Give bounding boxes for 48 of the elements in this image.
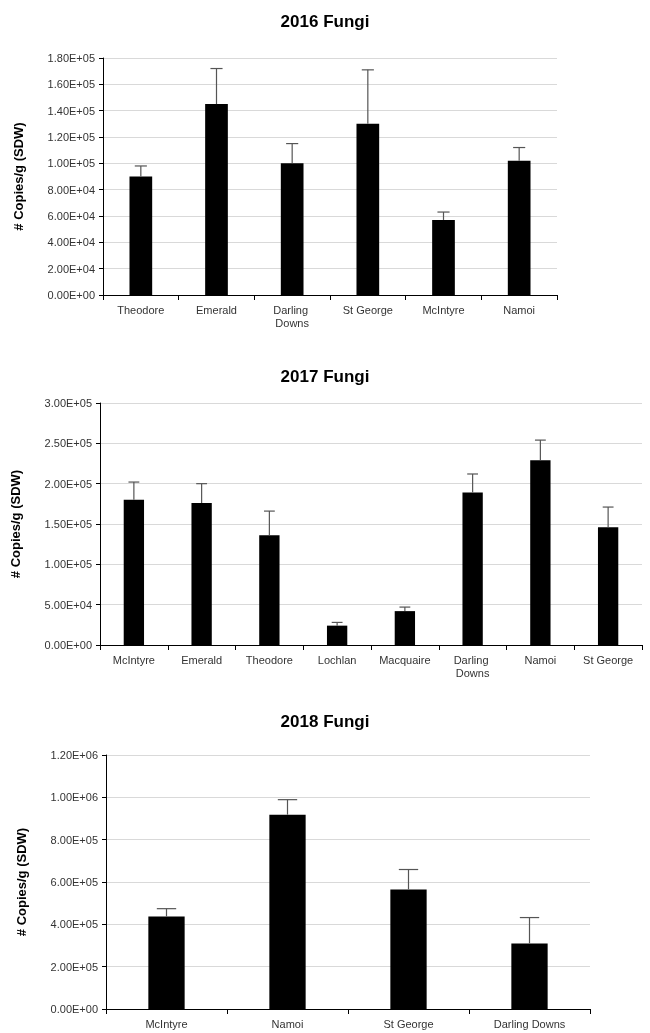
x-tick-label: Theodore [245, 653, 293, 666]
x-tick-label: Emerald [181, 653, 223, 666]
x-tick-label: Emerald [196, 303, 237, 316]
x-tick-label: Namoi [524, 653, 557, 666]
y-tick-label: 4.00E+04 [47, 236, 95, 249]
y-tick-label: 1.00E+05 [44, 558, 92, 571]
y-tick-label: 8.00E+05 [50, 833, 98, 846]
x-tick-label: McIntyre [145, 1017, 188, 1030]
x-tick-label: Namoi [503, 303, 536, 316]
x-tick-label: McIntyre [422, 303, 465, 316]
x-tick-label: Namoi [271, 1017, 304, 1030]
y-tick-label: 1.20E+05 [47, 131, 95, 143]
y-axis-title: # Copies/g (SDW) [14, 827, 29, 937]
y-tick-label: 2.00E+05 [50, 960, 98, 973]
y-tick-label: 8.00E+04 [47, 183, 95, 196]
y-tick-label: 1.80E+05 [47, 52, 95, 64]
y-tick-label: 0.00E+00 [44, 639, 92, 651]
y-tick-label: 1.40E+05 [47, 104, 95, 117]
y-axis-title: # Copies/g (SDW) [8, 469, 23, 579]
chart-title: 2016 Fungi [280, 12, 370, 31]
y-tick-label: 2.00E+04 [47, 262, 95, 275]
x-tick-label: St George [383, 1017, 434, 1030]
y-tick-label: 2.50E+05 [44, 437, 92, 450]
x-tick-label: St George [583, 653, 634, 666]
chart-title: 2017 Fungi [280, 367, 370, 386]
y-tick-label: 1.50E+05 [44, 518, 92, 530]
x-tick-label: McIntyre [112, 653, 155, 666]
x-tick-label: Macquaire [379, 653, 431, 666]
x-tick-label: Lochlan [317, 653, 357, 666]
y-tick-label: 6.00E+05 [50, 876, 98, 888]
chart-title: 2018 Fungi [280, 712, 370, 731]
y-tick-label: 1.00E+05 [47, 157, 95, 170]
y-tick-label: 1.60E+05 [47, 78, 95, 91]
y-tick-label: 0.00E+00 [50, 1003, 98, 1015]
x-tick-label: Darling Downs [453, 653, 492, 679]
y-tick-label: 0.00E+00 [47, 289, 95, 301]
y-tick-label: 2.00E+05 [44, 477, 92, 490]
x-tick-label: Darling Downs [273, 303, 312, 329]
y-tick-label: 1.20E+06 [50, 749, 98, 761]
y-axis-title: # Copies/g (SDW) [11, 122, 26, 231]
y-tick-label: 4.00E+05 [50, 918, 98, 931]
x-tick-label: Darling Downs [493, 1017, 566, 1030]
x-tick-label: St George [342, 303, 393, 316]
y-tick-label: 5.00E+04 [44, 598, 92, 611]
y-tick-label: 6.00E+04 [47, 210, 95, 222]
y-tick-label: 3.00E+05 [44, 397, 92, 409]
x-tick-label: Theodore [117, 303, 165, 316]
y-tick-label: 1.00E+06 [50, 791, 98, 804]
